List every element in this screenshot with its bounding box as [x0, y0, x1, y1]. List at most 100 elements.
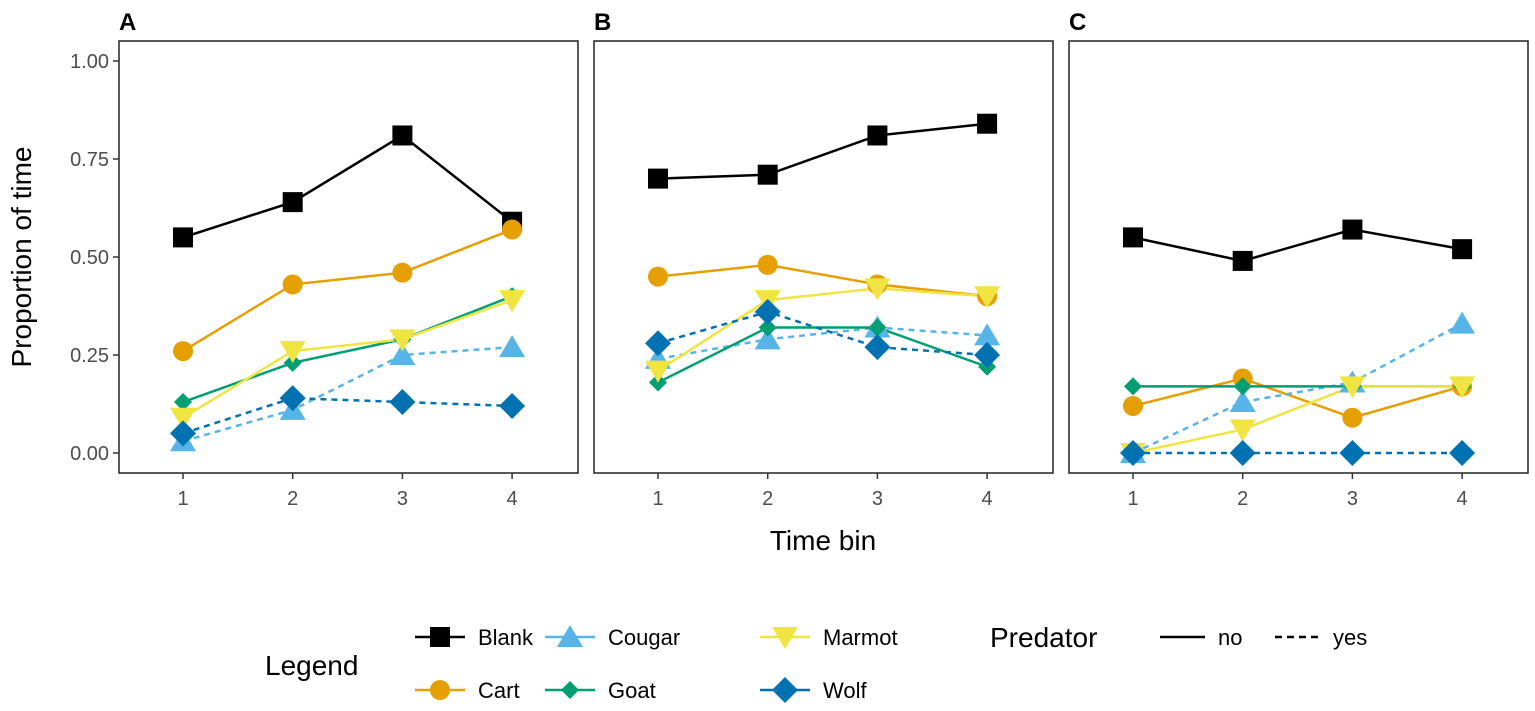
point-wolf	[1449, 440, 1476, 466]
legend-label: Cart	[478, 678, 520, 703]
legend: Legend Blank Cart Cougar Goat Marmot Wolf	[265, 625, 898, 703]
legend-item-marmot: Marmot	[760, 625, 898, 650]
y-tick-label: 0.75	[70, 149, 109, 171]
series-line-blank	[657, 122, 988, 180]
point-wolf	[1339, 440, 1366, 466]
x-tick-label: 3	[872, 488, 883, 510]
point-blank	[173, 227, 193, 248]
series-line-cougar	[182, 345, 513, 443]
y-tick-label: 0.50	[70, 247, 109, 269]
point-marmot	[1449, 376, 1476, 399]
point-cougar	[389, 343, 416, 365]
point-wolf	[1229, 440, 1256, 466]
point-cougar	[1449, 311, 1476, 334]
x-tick-label: 1	[652, 488, 663, 510]
panel-label: A	[119, 9, 136, 36]
y-tick-label: 1.00	[70, 51, 109, 73]
point-goat	[758, 318, 777, 337]
point-marmot	[645, 360, 671, 383]
point-cart	[1342, 407, 1363, 428]
predator-label: yes	[1333, 625, 1367, 650]
x-tick-label: 4	[507, 488, 518, 510]
series-line-goat	[182, 295, 513, 404]
point-goat	[174, 393, 192, 412]
point-wolf	[1120, 440, 1146, 466]
point-goat	[1233, 377, 1252, 396]
point-wolf	[170, 420, 196, 447]
point-blank	[757, 164, 778, 185]
point-goat	[868, 318, 887, 337]
point-cart	[648, 266, 668, 287]
series-line-wolf	[182, 396, 513, 435]
legend-label: Blank	[478, 625, 534, 650]
legend-title: Legend	[265, 650, 358, 681]
panel-border	[1068, 40, 1529, 474]
x-axis-title: Time bin	[770, 525, 876, 556]
predator-legend-title: Predator	[990, 622, 1097, 653]
legend-key-marker	[772, 627, 798, 649]
point-blank	[1452, 239, 1473, 260]
legend-label: Wolf	[823, 678, 867, 703]
series-line-marmot	[657, 287, 988, 372]
point-cougar	[974, 323, 1001, 346]
point-cart	[502, 219, 523, 240]
series-line-cart	[182, 228, 513, 353]
x-tick-label: 3	[1347, 488, 1358, 510]
point-marmot	[170, 407, 196, 430]
point-cougar	[1229, 390, 1256, 413]
x-tick-label: 2	[1237, 488, 1248, 510]
point-cart	[392, 262, 413, 283]
x-tick-label: 3	[397, 488, 408, 510]
x-tick-label: 4	[1457, 488, 1468, 510]
series-line-cart	[1132, 377, 1463, 420]
legend-item-cart: Cart	[415, 678, 520, 703]
point-marmot	[974, 286, 1001, 309]
predator-label: no	[1218, 625, 1242, 650]
point-marmot	[1339, 376, 1366, 399]
legend-label: Goat	[608, 678, 656, 703]
point-marmot	[499, 290, 526, 313]
point-marmot	[279, 341, 306, 364]
legend-key-marker	[561, 681, 579, 699]
panel-border	[118, 40, 579, 474]
point-blank	[1232, 250, 1253, 271]
point-wolf	[389, 389, 416, 416]
series-line-cougar	[657, 326, 988, 361]
series-line-blank	[182, 133, 513, 239]
point-marmot	[1229, 419, 1256, 442]
panel-label: C	[1069, 9, 1086, 36]
panel-border	[593, 40, 1054, 474]
x-tick-label: 2	[762, 488, 773, 510]
y-tick-label: 0.00	[70, 443, 109, 465]
series-line-marmot	[182, 298, 513, 419]
point-cart	[173, 341, 193, 362]
legend-label: Marmot	[823, 625, 898, 650]
point-blank	[867, 125, 888, 146]
x-tick-label: 1	[177, 488, 188, 510]
legend-key-marker	[772, 677, 798, 703]
x-tick-label: 1	[1127, 488, 1138, 510]
point-marmot	[864, 278, 891, 301]
point-wolf	[754, 298, 781, 325]
point-goat	[1124, 377, 1142, 396]
point-blank	[282, 192, 303, 213]
series-line-blank	[1132, 228, 1463, 263]
point-blank	[977, 113, 998, 134]
point-blank	[648, 168, 668, 189]
panel-c: C 1 2 3 4	[1068, 9, 1529, 510]
legend-key-marker	[430, 680, 450, 700]
legend-item-goat: Goat	[545, 678, 656, 703]
point-wolf	[645, 330, 671, 357]
point-cart	[757, 254, 778, 275]
y-tick-label: 0.25	[70, 345, 109, 367]
series-line-marmot	[1132, 385, 1463, 455]
point-cougar	[499, 335, 526, 358]
x-tick-label: 4	[982, 488, 993, 510]
point-cart	[1123, 395, 1143, 416]
point-blank	[1123, 227, 1143, 248]
point-marmot	[389, 329, 416, 352]
point-blank	[1342, 219, 1363, 240]
legend-item-wolf: Wolf	[760, 677, 867, 703]
legend-item-blank: Blank	[415, 625, 534, 650]
